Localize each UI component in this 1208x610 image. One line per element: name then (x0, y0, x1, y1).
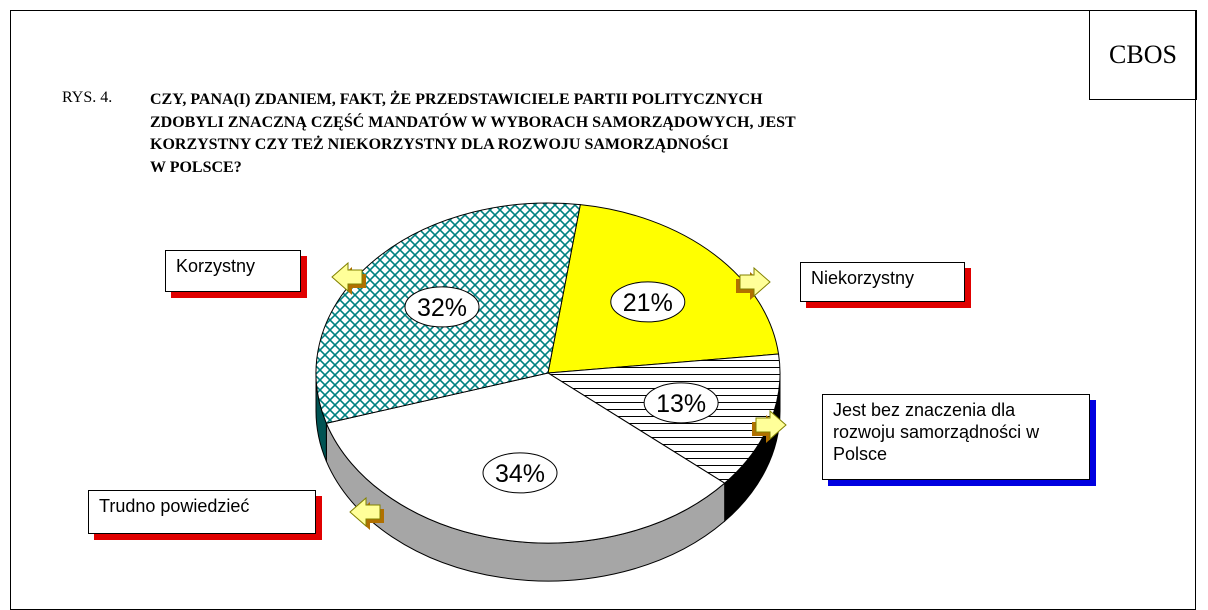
pie-side-shade (316, 373, 327, 462)
pie-side-shade (326, 423, 725, 581)
value-label: 34% (495, 460, 545, 488)
value-label: 13% (656, 390, 706, 418)
value-label-bg (404, 286, 480, 328)
callout-arrow (739, 266, 771, 298)
source: CBOS (1089, 10, 1197, 100)
callout-arrow (755, 409, 787, 441)
title-line: ZDOBYLI ZNACZNĄ CZĘŚĆ MANDATÓW W WYBORAC… (150, 113, 796, 131)
pie-side-shade (724, 373, 780, 522)
figure-label: RYS. 4. (62, 89, 113, 106)
value-label: 32% (417, 294, 467, 322)
title-line: W POLSCE? (150, 158, 242, 176)
value-label-bg (643, 382, 719, 424)
callout-arrow (349, 496, 381, 528)
legend-label: Jest bez znaczenia dla rozwoju samorządn… (822, 394, 1090, 480)
legend-label: Niekorzystny (800, 262, 965, 302)
title-line: CZY, PANA(I) ZDANIEM, FAKT, ŻE PRZEDSTAW… (150, 91, 763, 108)
value-label: 21% (623, 289, 673, 317)
chart-title: CZY, PANA(I) ZDANIEM, FAKT, ŻE PRZEDSTAW… (150, 89, 796, 179)
callout-arrow (331, 261, 363, 293)
page: {"chart_data": {"type": "pie", "source":… (10, 10, 1197, 610)
value-label-bg (482, 452, 558, 494)
legend-label: Korzystny (165, 250, 301, 292)
title-line: KORZYSTNY CZY TEŻ NIEKORZYSTNY DLA ROZWO… (150, 136, 729, 153)
value-label-bg (610, 281, 686, 323)
legend-label: Trudno powiedzieć (88, 490, 316, 534)
